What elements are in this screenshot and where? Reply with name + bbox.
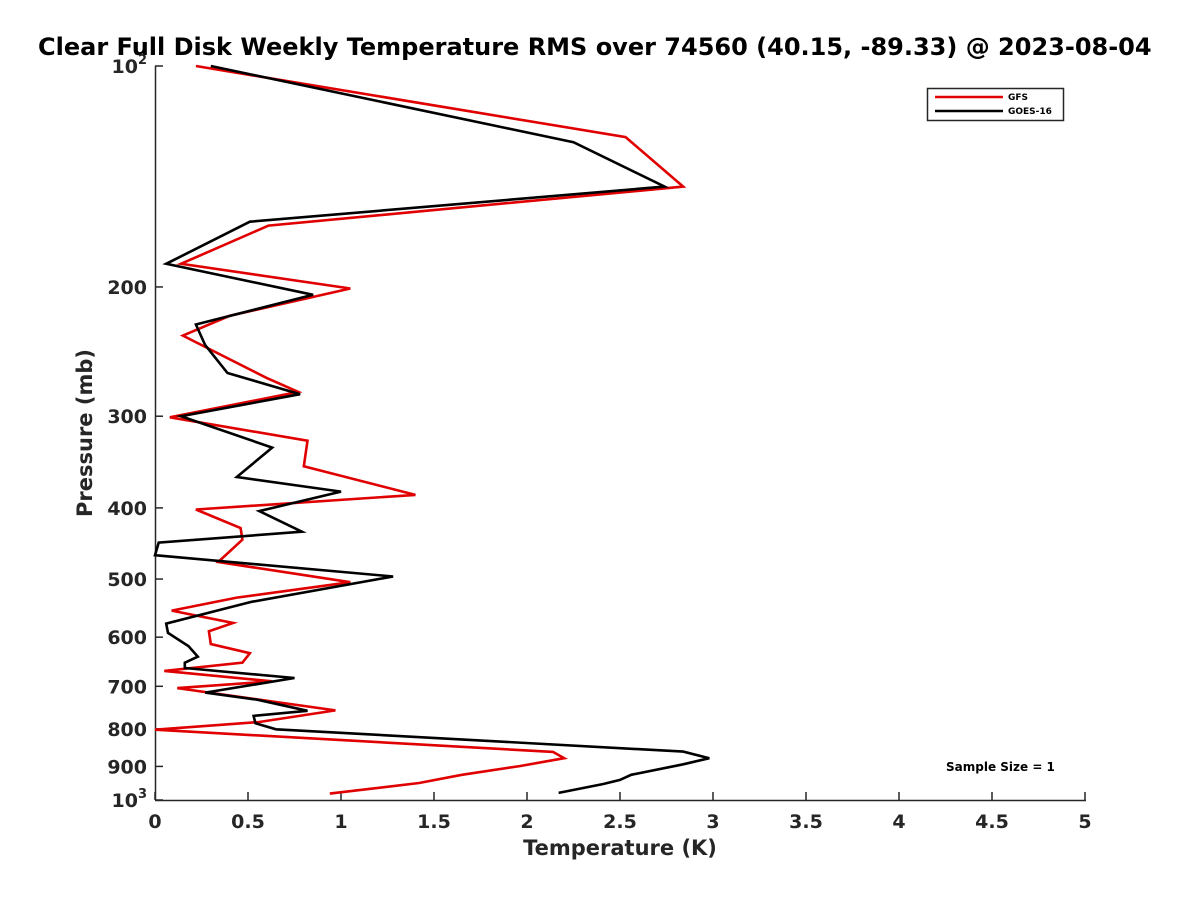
y-tick-label-base: 900 xyxy=(107,756,147,778)
legend-label: GFS xyxy=(1008,93,1028,103)
x-tick-label: 3 xyxy=(706,811,719,833)
y-tick-label-base: 200 xyxy=(107,277,147,299)
legend-box xyxy=(926,87,1065,122)
y-axis-label: Pressure (mb) xyxy=(73,349,97,517)
x-tick-label: 0 xyxy=(148,811,161,833)
y-tick-label-exponent: 3 xyxy=(138,787,147,802)
chart-title: Clear Full Disk Weekly Temperature RMS o… xyxy=(38,33,1152,61)
x-tick-label: 4.5 xyxy=(975,811,1009,833)
series-line-goes-16 xyxy=(153,64,710,795)
x-axis-label: Temperature (K) xyxy=(523,836,717,860)
x-tick-label: 5 xyxy=(1078,811,1091,833)
sample-size-annotation: Sample Size = 1 xyxy=(946,760,1055,774)
x-tick-label: 3.5 xyxy=(789,811,823,833)
y-tick-label: 700 xyxy=(107,676,147,698)
legend-label: GOES-16 xyxy=(1008,107,1052,117)
y-tick-label: 102 xyxy=(112,53,148,78)
x-tick-label: 2 xyxy=(520,811,533,833)
y-tick-label: 800 xyxy=(107,719,147,741)
x-ticks: 0 0.5 1 1.5 2 2.5 3 3.5 4 4.5 5 xyxy=(148,792,1092,833)
y-tick-label: 400 xyxy=(107,498,147,520)
series-layer xyxy=(153,64,710,795)
y-tick-label-base: 400 xyxy=(107,498,147,520)
y-tick-label-base: 500 xyxy=(107,569,147,591)
y-tick-label-base: 10 xyxy=(112,56,138,78)
legend: GFS GOES-16 xyxy=(926,87,1065,122)
series-line-gfs xyxy=(154,64,687,795)
y-tick-label-base: 10 xyxy=(112,790,138,812)
y-tick-label-base: 700 xyxy=(107,676,147,698)
x-tick-label: 1.5 xyxy=(417,811,451,833)
y-tick-label: 103 xyxy=(112,787,148,812)
x-tick-label: 1 xyxy=(334,811,347,833)
y-tick-label-base: 800 xyxy=(107,719,147,741)
x-tick-label: 2.5 xyxy=(603,811,637,833)
y-tick-label: 200 xyxy=(107,277,147,299)
y-tick-label: 300 xyxy=(107,406,147,428)
y-tick-label: 500 xyxy=(107,569,147,591)
plot-area xyxy=(154,66,1086,802)
y-tick-label: 900 xyxy=(107,756,147,778)
x-tick-label: 4 xyxy=(892,811,905,833)
y-tick-label: 600 xyxy=(107,627,147,649)
x-tick-label: 0.5 xyxy=(231,811,265,833)
y-tick-label-base: 600 xyxy=(107,627,147,649)
y-tick-label-base: 300 xyxy=(107,406,147,428)
y-tick-label-exponent: 2 xyxy=(138,53,147,68)
